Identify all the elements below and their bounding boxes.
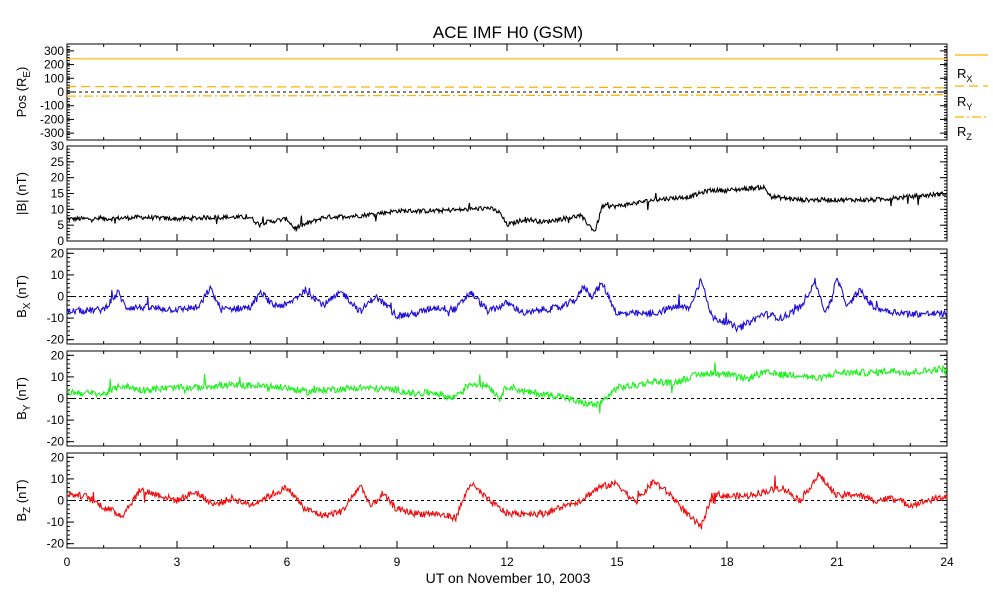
y-tick-label: 100 <box>44 71 64 85</box>
panel-bx: 20 10 0 -10 -20 BX (nT) <box>14 246 948 347</box>
chart-title: ACE IMF H0 (GSM) <box>433 23 583 42</box>
panel-frame <box>66 145 948 242</box>
y-tick-label: -10 <box>47 413 65 427</box>
y-tick-label: 20 <box>51 450 65 464</box>
y-tick-label: 0 <box>57 392 64 406</box>
y-tick-label: -100 <box>40 99 64 113</box>
panel-bz: 20 10 0 -10 -20 BZ (nT) <box>14 450 948 551</box>
x-tick-label: 24 <box>940 555 954 569</box>
x-tick-label: 9 <box>394 555 401 569</box>
x-tick-label: 6 <box>284 555 291 569</box>
series-line-bmag <box>66 183 947 233</box>
y-tick-label: 0 <box>57 234 64 248</box>
y-tick-label: 30 <box>51 139 65 153</box>
series-line-ry <box>66 85 948 89</box>
series-line-by <box>66 362 948 414</box>
y-axis-label: Pos (RE) <box>14 67 33 118</box>
x-tick-label: 12 <box>500 555 514 569</box>
y-tick-label: -20 <box>47 333 65 347</box>
legend-label-ry: RY <box>957 94 972 112</box>
y-tick-label: 10 <box>51 268 65 282</box>
y-tick-label: -20 <box>47 537 65 551</box>
x-axis: 0 3 6 9 12 15 18 21 24 <box>64 555 954 569</box>
y-tick-label: -20 <box>47 435 65 449</box>
series-line-bx <box>66 277 948 334</box>
y-tick-label: 20 <box>51 348 65 362</box>
x-tick-label: 18 <box>720 555 734 569</box>
y-tick-label: 15 <box>51 187 65 201</box>
y-axis-label: |B| (nT) <box>14 172 29 215</box>
series-line-bz <box>66 472 948 530</box>
y-axis-label: BX (nT) <box>14 275 33 318</box>
y-tick-label: 0 <box>57 290 64 304</box>
legend-label-rz: RZ <box>957 124 972 142</box>
y-tick-label: 0 <box>57 494 64 508</box>
y-tick-label: 0 <box>57 85 64 99</box>
legend: RX RY RZ <box>955 54 988 142</box>
y-tick-label: 10 <box>51 472 65 486</box>
y-tick-label: 10 <box>51 202 65 216</box>
x-tick-label: 21 <box>830 555 844 569</box>
y-tick-label: -10 <box>47 311 65 325</box>
y-tick-label: -10 <box>47 515 65 529</box>
y-tick-label: 5 <box>57 218 64 232</box>
legend-label-rx: RX <box>957 66 972 84</box>
series-line-rz <box>66 94 948 97</box>
y-tick-label: 10 <box>51 370 65 384</box>
y-tick-label: 300 <box>44 44 64 58</box>
y-tick-label: -300 <box>40 126 64 140</box>
y-axis-label: BZ (nT) <box>14 479 33 521</box>
x-tick-label: 0 <box>64 555 71 569</box>
panel-by: 20 10 0 -10 -20 BY (nT) <box>14 348 948 449</box>
y-tick-label: 20 <box>51 171 65 185</box>
x-tick-label: 15 <box>610 555 624 569</box>
x-tick-label: 3 <box>174 555 181 569</box>
y-tick-label: 200 <box>44 58 64 72</box>
y-axis-label: BY (nT) <box>14 377 33 420</box>
x-axis-label: UT on November 10, 2003 <box>426 570 591 586</box>
y-tick-label: -200 <box>40 112 64 126</box>
y-tick-label: 20 <box>51 246 65 260</box>
y-tick-label: 25 <box>51 155 65 169</box>
